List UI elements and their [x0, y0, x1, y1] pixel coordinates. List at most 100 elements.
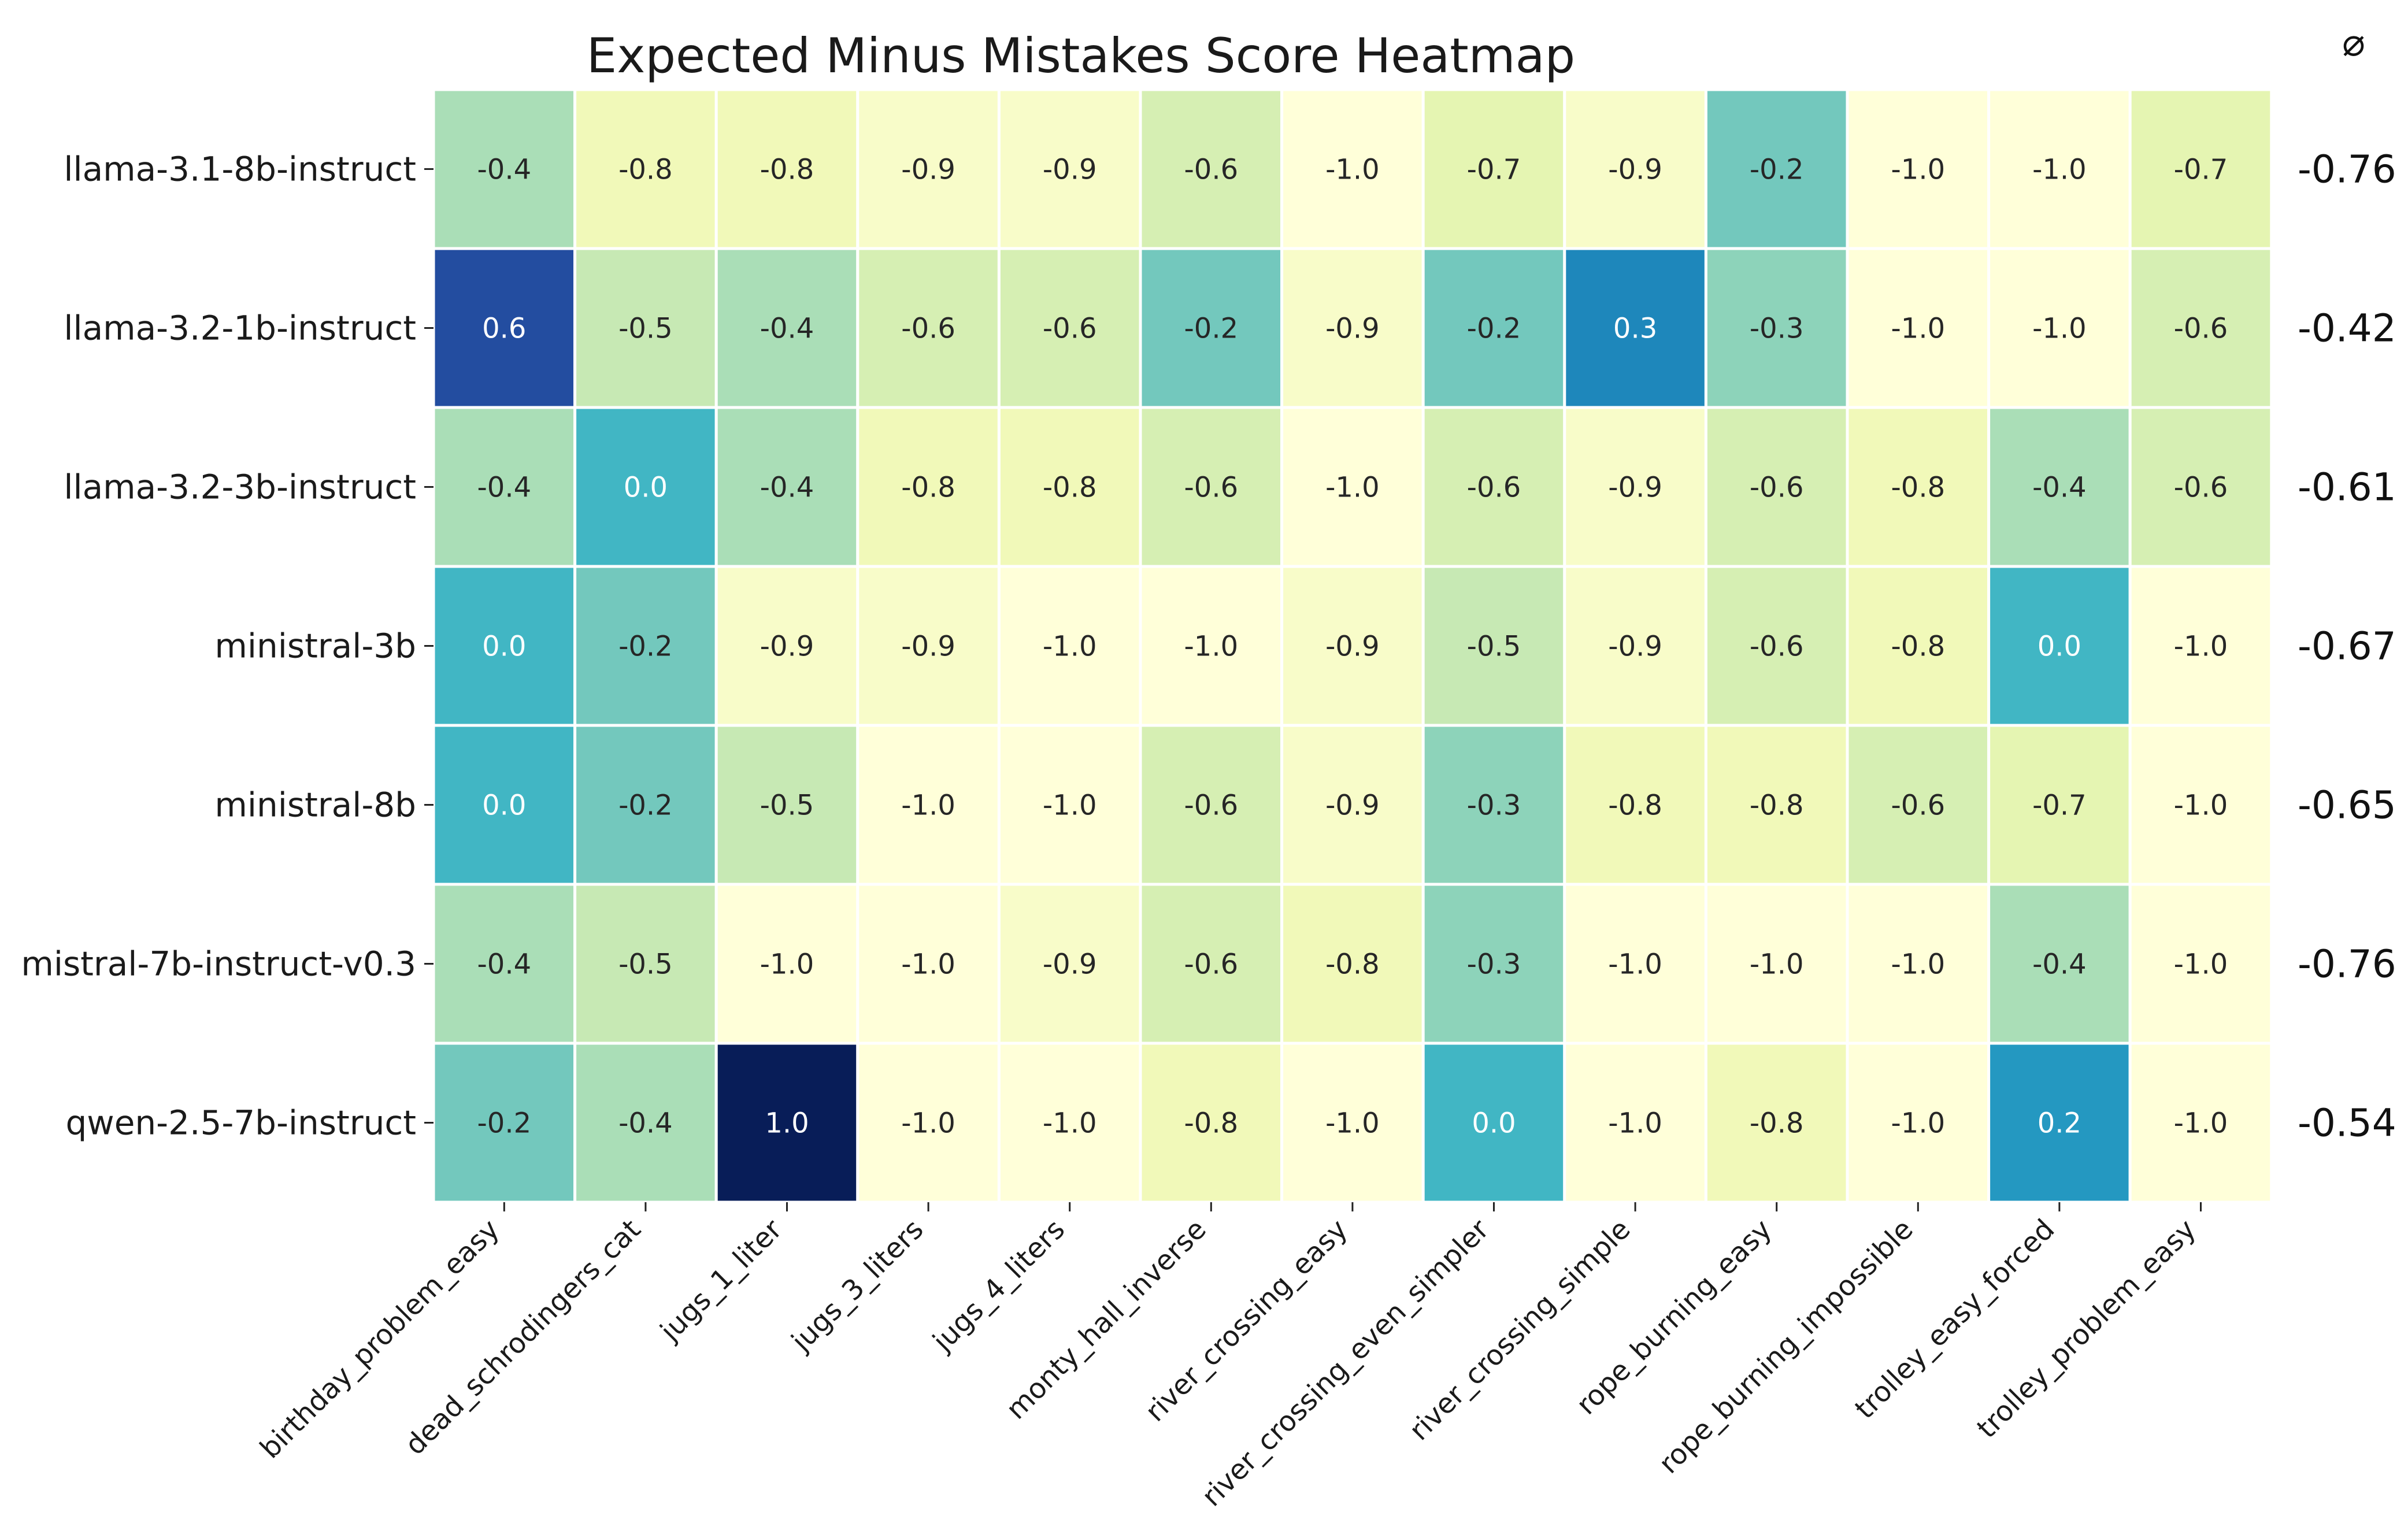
cell-value-label: -1.0: [1891, 948, 1945, 981]
heatmap-cell: [997, 565, 1142, 727]
cell-value-label: -0.4: [477, 154, 531, 186]
cell-value-label: -0.9: [1325, 790, 1380, 822]
heatmap-cell: [856, 724, 1001, 886]
heatmap-cell: [1421, 247, 1566, 409]
cell-value-label: -0.4: [760, 472, 814, 504]
cell-value-label: -0.9: [1608, 154, 1662, 186]
cell-value-label: -0.2: [618, 790, 673, 822]
heatmap-cell: [997, 247, 1142, 409]
heatmap-cell: [1704, 724, 1849, 886]
heatmap-cell: [1139, 565, 1284, 727]
row-average-value: -0.67: [2298, 624, 2396, 669]
heatmap-cell: [1846, 247, 1991, 409]
heatmap-cell: [1139, 247, 1284, 409]
cell-value-label: -0.8: [901, 472, 955, 504]
heatmap-cell: [1421, 724, 1566, 886]
row-label: llama-3.2-3b-instruct: [64, 468, 416, 507]
cell-value-label: 0.0: [1472, 1107, 1516, 1140]
heatmap-cell: [2128, 88, 2273, 250]
cell-value-label: -0.9: [760, 631, 814, 663]
row-average-value: -0.54: [2298, 1101, 2396, 1146]
heatmap-cell: [1987, 883, 2132, 1045]
heatmap-cell: [1987, 88, 2132, 250]
cell-value-label: -1.0: [901, 790, 955, 822]
cell-value-label: -0.7: [2174, 154, 2228, 186]
heatmap-cell: [714, 406, 860, 568]
cell-value-label: -0.5: [618, 313, 673, 345]
cell-value-label: 0.0: [482, 790, 526, 822]
heatmap-cell: [856, 1042, 1001, 1204]
row-labels: llama-3.1-8b-instruct llama-3.2-1b-instru…: [21, 150, 434, 1143]
cell-value-label: -1.0: [1325, 154, 1380, 186]
cell-value-label: -0.5: [618, 948, 673, 981]
cell-value-label: -1.0: [2174, 631, 2228, 663]
heatmap-cell: [1987, 724, 2132, 886]
cell-value-label: -0.6: [1043, 313, 1097, 345]
row-label: mistral-7b-instruct-v0.3: [21, 944, 416, 984]
cell-value-label: 0.0: [624, 472, 668, 504]
heatmap-cell: [1563, 406, 1707, 568]
row-label: llama-3.1-8b-instruct: [64, 150, 416, 189]
cell-value-label: -0.9: [1043, 154, 1097, 186]
cell-value-label: -1.0: [760, 948, 814, 981]
cell-value-label: 0.6: [482, 313, 526, 345]
heatmap-cell: [1987, 406, 2132, 568]
cell-value-label: -0.9: [1325, 313, 1380, 345]
row-average-value: -0.76: [2298, 942, 2396, 987]
cell-value-label: -1.0: [901, 1107, 955, 1140]
heatmap-cell: [714, 88, 860, 250]
cell-value-label: -1.0: [1891, 154, 1945, 186]
row-average-value: -0.42: [2298, 306, 2396, 351]
heatmap-cell: [714, 883, 860, 1045]
heatmap-cell: [2128, 247, 2273, 409]
cell-value-label: 0.0: [482, 631, 526, 663]
cell-value-label: -1.0: [1891, 313, 1945, 345]
cell-value-label: -0.2: [1184, 313, 1238, 345]
cell-value-label: -0.4: [618, 1107, 673, 1140]
heatmap-cell: [1704, 88, 1849, 250]
cell-value-label: -1.0: [2174, 1107, 2228, 1140]
heatmap-cell: [1563, 565, 1707, 727]
cell-value-label: -1.0: [1750, 948, 1804, 981]
cell-value-label: -0.6: [1184, 472, 1238, 504]
heatmap-cell: [2128, 724, 2273, 886]
cell-value-label: -0.8: [1750, 790, 1804, 822]
heatmap-cell: [856, 565, 1001, 727]
cell-value-label: -0.2: [1467, 313, 1521, 345]
heatmap-cell: [1280, 1042, 1425, 1204]
cell-value-label: -0.7: [2032, 790, 2087, 822]
cell-value-label: -1.0: [901, 948, 955, 981]
heatmap-cell: [1704, 247, 1849, 409]
row-label: ministral-3b: [214, 627, 416, 666]
cell-value-label: -0.7: [1467, 154, 1521, 186]
cell-value-label: -1.0: [2032, 154, 2087, 186]
chart-title: Expected Minus Mistakes Score Heatmap: [587, 28, 1575, 84]
cell-value-label: -0.6: [1184, 154, 1238, 186]
cell-value-label: -0.2: [477, 1107, 531, 1140]
heatmap-cell: [856, 406, 1001, 568]
cell-value-label: 0.0: [2037, 631, 2081, 663]
cell-value-label: -0.9: [1043, 948, 1097, 981]
cell-value-label: -1.0: [1043, 631, 1097, 663]
cell-value-label: -0.6: [2174, 472, 2228, 504]
cell-value-label: -0.6: [1750, 472, 1804, 504]
cell-value-label: -1.0: [1608, 1107, 1662, 1140]
cell-value-label: -0.3: [1467, 948, 1521, 981]
cell-value-label: -0.8: [1184, 1107, 1238, 1140]
cell-value-label: -0.8: [618, 154, 673, 186]
cell-value-label: -1.0: [1325, 1107, 1380, 1140]
cell-value-label: -0.2: [1750, 154, 1804, 186]
average-column-header: ⌀: [2342, 20, 2365, 65]
heatmap-cell: [1563, 88, 1707, 250]
row-label: qwen-2.5-7b-instruct: [65, 1103, 416, 1143]
cell-value-label: 1.0: [765, 1107, 809, 1140]
heatmap-cell: [573, 247, 718, 409]
cell-value-label: -1.0: [1043, 790, 1097, 822]
heatmap-cell: [1280, 883, 1425, 1045]
cell-value-label: -0.6: [1184, 790, 1238, 822]
cell-value-label: -1.0: [1043, 1107, 1097, 1140]
cell-value-label: -0.4: [477, 472, 531, 504]
heatmap-cell: [1421, 565, 1566, 727]
heatmap-cell: [714, 1042, 860, 1204]
heatmap-cells: -0.4 -0.8 -0.8 -0.9 -0.9 -0.6 -1.0 -0.7 -0.9 -0.2…: [432, 88, 2273, 1204]
